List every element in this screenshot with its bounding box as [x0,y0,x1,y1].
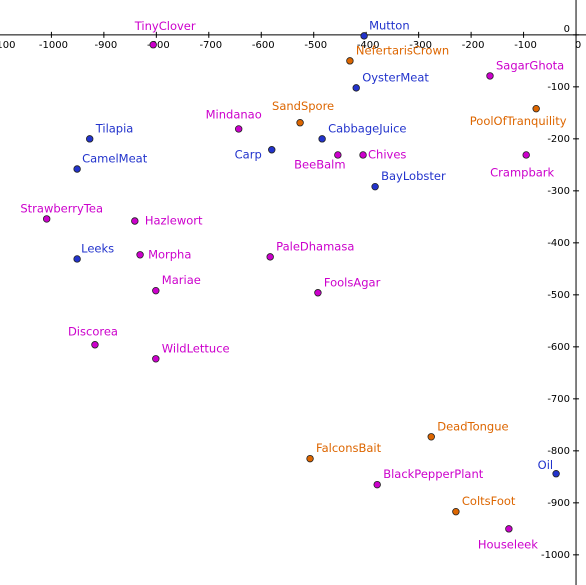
point [152,355,160,363]
point [352,84,360,92]
point [136,251,144,259]
point-label: Oil [538,458,553,472]
point [505,525,513,533]
point [373,480,381,489]
point [235,125,243,133]
point-label: WildLettuce [162,341,230,355]
point [552,470,560,478]
point-label: ColtsFoot [462,494,516,508]
x-tick-label: -900 [95,40,118,51]
point-label: OysterMeat [362,70,429,84]
point-label: Crampbark [490,165,554,179]
y-tick-label: -400 [547,238,570,249]
x-tick-label: 0 [575,40,581,51]
x-tick-label: -600 [252,40,275,51]
point-label: CabbageJuice [328,121,406,135]
y-tick-label: -200 [547,134,570,145]
point [360,32,368,40]
y-tick-label: -900 [547,498,570,509]
point [296,119,304,127]
point-label: Hazlewort [145,214,203,228]
point-label: Mariae [162,273,201,287]
point-label: PaleDhamasa [276,239,354,253]
y-tick-label: -1000 [541,550,570,561]
point [73,255,81,263]
point-label: NefertarisCrown [356,43,449,57]
point-label: BlackPepperPlant [383,467,484,481]
point-label: Chives [368,147,406,161]
point [334,151,342,159]
point-label: StrawberryTea [20,201,103,215]
y-tick-label: -300 [547,186,570,197]
y-tick-label: 0 [564,24,570,35]
point [452,507,460,516]
point [359,151,367,159]
point-label: Mindanao [206,107,262,121]
x-tick-label: -400 [357,40,380,51]
point [522,151,530,159]
y-tick-label: -800 [547,446,570,457]
x-tick-label: -1100 [0,40,15,51]
point [73,165,81,173]
point-label: SandSpore [272,99,334,113]
x-tick-label: -500 [304,40,327,51]
point [314,289,322,297]
point-label: PoolOfTranquility [470,114,567,128]
point-label: Leeks [81,241,114,255]
point-label: FalconsBait [316,441,382,455]
point [318,135,326,143]
point [371,182,379,191]
x-tick-label: -1000 [39,40,68,51]
x-tick-label: -800 [147,40,170,51]
point [152,286,160,295]
point [91,341,99,349]
point [149,41,157,49]
point-label: Discorea [68,324,118,338]
point [306,454,314,463]
point-label: BeeBalm [294,157,345,171]
point-label: CamelMeat [82,152,148,166]
point-label: BayLobster [381,169,446,183]
point-label: FoolsAgar [324,275,381,289]
x-tick-label: -700 [199,40,222,51]
point [131,217,139,225]
point [346,57,354,65]
x-tick-label: -100 [514,40,537,51]
point [532,104,540,113]
point-label: DeadTongue [437,419,508,433]
point [268,146,276,154]
y-tick-label: -700 [547,394,570,405]
point-label: Carp [235,147,262,161]
point-label: Tilapia [95,121,134,135]
point [486,72,494,80]
point [427,433,435,441]
point [86,135,94,143]
x-tick-label: -200 [462,40,485,51]
point-label: Morpha [148,247,191,261]
point-label: Houseleek [478,537,538,551]
y-tick-label: -600 [547,342,570,353]
y-tick-label: -500 [547,290,570,301]
point-label: SagarGhota [496,58,564,72]
point-label: TinyClover [134,19,196,33]
point-label: Mutton [369,18,410,32]
point [42,215,51,223]
x-tick-label: -300 [409,40,432,51]
y-tick-label: -100 [547,82,570,93]
point [266,253,274,261]
